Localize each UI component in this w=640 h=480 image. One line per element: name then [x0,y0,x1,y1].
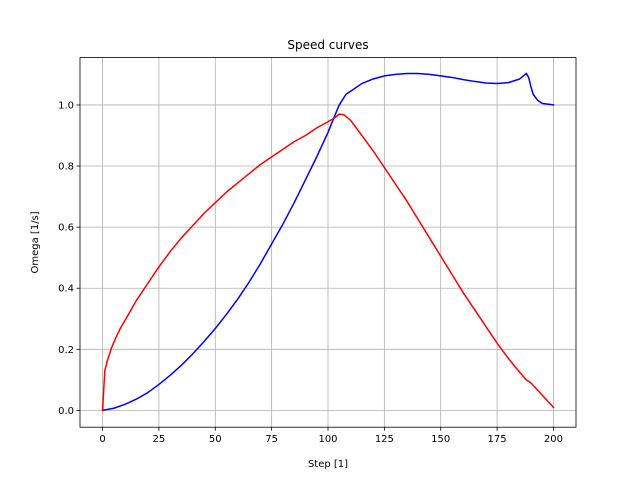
x-tick-label: 150 [431,434,450,445]
y-tick-label: 0.2 [58,345,74,356]
x-tick-label: 125 [375,434,394,445]
ticks: 0 25 50 75 100 125 150 175 200 0.0 0.2 0.4 0.6 0.8 1.0 [58,100,563,445]
x-tick-label: 0 [99,434,105,445]
y-tick-label: 0.6 [58,223,74,234]
y-tick-label: 0.0 [58,406,74,417]
y-axis-label: Omega [1/s] [30,211,41,273]
y-tick-label: 1.0 [58,100,74,111]
x-tick-label: 75 [265,434,278,445]
series-layer [101,72,555,412]
x-tick-label: 50 [209,434,222,445]
x-tick-label: 100 [318,434,337,445]
x-tick-label: 200 [544,434,563,445]
y-tick-label: 0.8 [58,162,74,173]
x-tick-label: 25 [153,434,166,445]
series-line-1 [101,72,555,412]
series-line-2 [101,113,555,412]
x-axis-label: Step [1] [308,459,348,470]
x-tick-label: 175 [488,434,507,445]
grid [80,57,576,428]
y-tick-label: 0.4 [58,284,74,295]
chart-title: Speed curves [287,38,368,52]
